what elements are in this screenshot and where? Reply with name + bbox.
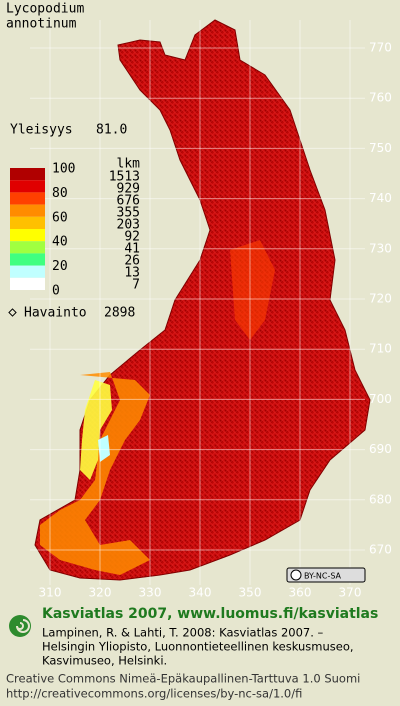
legend: lkm 100 80 60 40 20 0 151392967635520392412613… <box>10 157 140 299</box>
northing-label: 750 <box>369 141 392 155</box>
license-line: Creative Commons Nimeä-Epäkaupallinen-Ta… <box>6 672 360 686</box>
citation-line: Helsingin Yliopisto, Luonnontieteellinen… <box>42 640 354 654</box>
legend-swatch <box>10 180 45 193</box>
species-name: annotinum <box>6 17 77 32</box>
easting-label: 320 <box>89 586 112 600</box>
easting-label: 330 <box>139 586 162 600</box>
northing-label: 670 <box>369 543 392 557</box>
badge-frame <box>286 567 366 583</box>
northing-label: 720 <box>369 292 392 306</box>
cc-icon <box>290 569 302 581</box>
observation-count: 2898 <box>104 306 135 321</box>
count-label: 929 <box>117 182 140 197</box>
sparse-area <box>98 435 110 462</box>
northing-label: 690 <box>369 442 392 456</box>
legend-swatch <box>10 204 45 217</box>
count-label: 26 <box>124 254 140 269</box>
percent-label: 100 <box>52 162 75 177</box>
count-label: 203 <box>117 218 140 233</box>
easting-label: 370 <box>339 586 362 600</box>
count-label: 676 <box>117 194 140 209</box>
observation-label: Havainto <box>24 306 87 321</box>
count-label: 1513 <box>109 170 140 185</box>
easting-label: 350 <box>239 586 262 600</box>
citation-line: Lampinen, R. & Lahti, T. 2008: Kasviatla… <box>42 626 324 640</box>
northing-label: 760 <box>369 91 392 105</box>
count-label: 41 <box>124 242 140 257</box>
count-header: lkm <box>117 157 141 172</box>
low-frequency-area <box>40 372 150 575</box>
frequency-value: 81.0 <box>96 123 127 138</box>
count-label: 92 <box>124 230 140 245</box>
legend-swatch <box>10 229 45 242</box>
moderate-area <box>230 240 275 340</box>
northing-label: 700 <box>369 392 392 406</box>
easting-label: 340 <box>189 586 212 600</box>
legend-swatch <box>10 168 45 181</box>
legend-swatch <box>10 265 45 278</box>
northing-label: 730 <box>369 241 392 255</box>
logo-circle <box>9 615 31 637</box>
northing-label: 740 <box>369 191 392 205</box>
legend-swatch <box>10 253 45 266</box>
legend-swatch <box>10 241 45 254</box>
legend-swatch <box>10 277 45 290</box>
count-label: 355 <box>117 206 140 221</box>
northing-label: 680 <box>369 492 392 506</box>
logo <box>9 615 31 637</box>
percent-label: 60 <box>52 210 68 225</box>
sparse-area <box>80 380 112 480</box>
count-label: 7 <box>132 278 140 293</box>
legend-swatch <box>10 216 45 229</box>
percent-label: 0 <box>52 284 60 299</box>
count-label: 13 <box>124 266 140 281</box>
percent-label: 20 <box>52 259 68 274</box>
footer-heading: Kasviatlas 2007, www.luomus.fi/kasviatla… <box>42 606 378 622</box>
frequency-label: Yleisyys <box>10 123 73 138</box>
percent-label: 40 <box>52 235 68 250</box>
footer-background <box>0 600 400 702</box>
logo-spiral <box>16 619 30 633</box>
northing-label: 710 <box>369 342 392 356</box>
citation-line: Kasvimuseo, Helsinki. <box>42 654 167 668</box>
license-badge: BY-NC-SA <box>286 567 366 583</box>
grid <box>30 20 365 585</box>
legend-swatch <box>10 192 45 205</box>
observation-symbol <box>8 308 17 317</box>
percent-label: 80 <box>52 186 68 201</box>
species-name: Lycopodium <box>6 2 84 17</box>
easting-label: 310 <box>39 586 62 600</box>
easting-label: 360 <box>289 586 312 600</box>
northing-label: 770 <box>369 41 392 55</box>
license-line: http://creativecommons.org/licenses/by-n… <box>6 687 302 701</box>
badge-text: BY-NC-SA <box>304 572 342 581</box>
